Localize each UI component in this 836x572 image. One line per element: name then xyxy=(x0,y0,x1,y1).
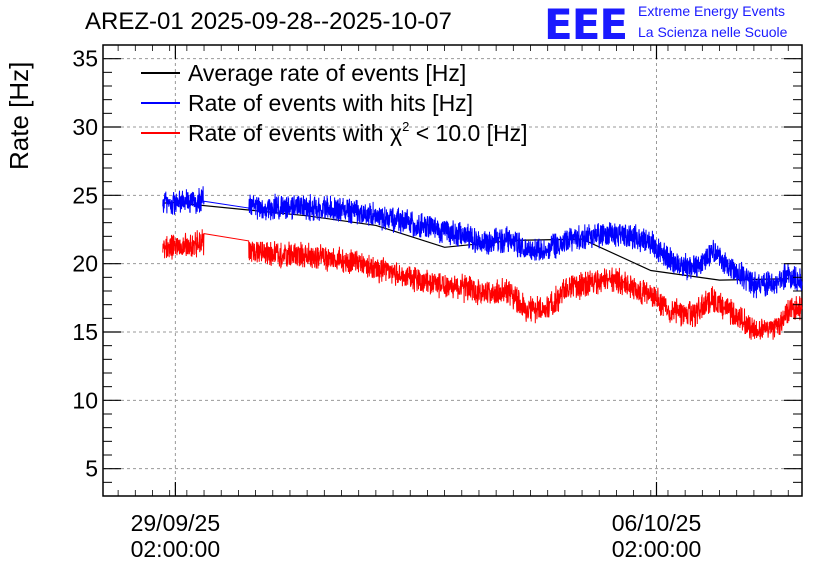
legend-label-hits: Rate of events with hits [Hz] xyxy=(188,90,473,116)
org-name-line1: Extreme Energy Events xyxy=(638,3,786,19)
x-tick-label-time: 02:00:00 xyxy=(131,536,221,562)
series-line-chi2 xyxy=(162,229,803,340)
y-tick-label: 35 xyxy=(72,46,98,72)
plot-frame xyxy=(102,44,803,497)
y-tick-label: 25 xyxy=(72,182,98,208)
x-tick-label-date: 06/10/25 xyxy=(612,510,702,536)
y-tick-label: 5 xyxy=(85,456,98,482)
y-axis-label: Rate [Hz] xyxy=(4,61,34,170)
legend-label-average: Average rate of events [Hz] xyxy=(188,60,466,86)
y-tick-label: 15 xyxy=(72,319,98,345)
legend-label-chi2-sup: 2 xyxy=(402,119,409,134)
data-series xyxy=(162,186,803,340)
eee-logo: EEE xyxy=(544,0,628,49)
legend: Average rate of events [Hz] Rate of even… xyxy=(141,60,528,146)
chart-title: AREZ-01 2025-09-28--2025-10-07 xyxy=(85,8,452,35)
legend-label-chi2: Rate of events with χ2 < 10.0 [Hz] xyxy=(188,119,528,146)
x-tick-label-date: 29/09/25 xyxy=(131,510,221,536)
y-tick-label: 30 xyxy=(72,114,98,140)
x-tick-label-time: 02:00:00 xyxy=(612,536,702,562)
y-tick-label: 20 xyxy=(72,251,98,277)
legend-label-chi2-tail: < 10.0 [Hz] xyxy=(409,120,527,146)
series-line-hits xyxy=(162,186,803,299)
legend-label-chi2-main: Rate of events with χ xyxy=(188,120,402,146)
axis-ticks: 510152025303529/09/2502:00:0006/10/2502:… xyxy=(72,44,802,562)
org-name-line2: La Scienza nelle Scuole xyxy=(638,24,788,40)
y-tick-label: 10 xyxy=(72,387,98,413)
series-line-average xyxy=(162,201,789,281)
